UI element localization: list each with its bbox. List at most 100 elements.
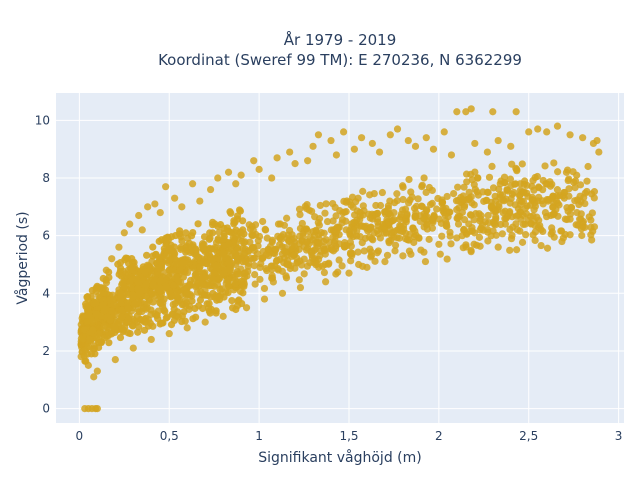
data-point: [286, 148, 294, 156]
data-point: [124, 305, 132, 313]
data-point: [350, 226, 358, 234]
data-point: [576, 215, 584, 223]
data-point: [141, 268, 149, 277]
data-point: [332, 270, 340, 278]
data-point: [433, 205, 441, 213]
data-point: [184, 290, 192, 299]
data-point: [242, 304, 251, 312]
data-point: [214, 262, 222, 270]
data-point: [255, 165, 263, 173]
data-point: [476, 226, 484, 234]
data-point: [314, 218, 322, 227]
data-point: [520, 180, 528, 188]
data-point: [183, 246, 191, 254]
data-point: [595, 148, 603, 156]
data-point: [226, 262, 234, 270]
data-point: [134, 328, 142, 336]
data-point: [585, 213, 593, 221]
data-point: [89, 326, 97, 334]
data-point: [283, 260, 291, 268]
data-point: [391, 247, 399, 255]
data-point: [299, 232, 307, 240]
data-point: [414, 195, 422, 203]
data-point: [466, 227, 474, 235]
data-point: [350, 218, 358, 226]
data-point: [374, 218, 382, 226]
data-point: [454, 196, 462, 205]
data-point: [215, 292, 223, 301]
data-point: [530, 206, 538, 214]
data-point: [350, 211, 359, 219]
data-point: [485, 219, 493, 227]
data-point: [206, 185, 215, 194]
data-point: [482, 196, 490, 205]
data-point: [531, 221, 539, 230]
data-point: [531, 199, 539, 207]
data-point: [160, 295, 168, 303]
data-point: [440, 128, 448, 136]
data-point: [390, 209, 398, 217]
data-point: [196, 263, 204, 271]
data-point: [340, 241, 349, 250]
data-point: [188, 297, 196, 305]
data-point: [460, 203, 468, 211]
y-tick-label: 10: [35, 113, 50, 127]
data-point: [467, 211, 475, 219]
data-point: [99, 274, 107, 283]
chart-subtitle: Koordinat (Sweref 99 TM): E 270236, N 63…: [158, 51, 522, 69]
data-point: [489, 184, 498, 192]
data-point: [189, 180, 197, 188]
data-point: [429, 214, 437, 222]
data-point: [354, 248, 362, 256]
data-point: [194, 220, 202, 228]
data-point: [342, 207, 350, 216]
data-point: [573, 208, 581, 217]
data-point: [391, 241, 400, 249]
data-point: [340, 197, 348, 205]
data-point: [290, 251, 298, 259]
data-point: [423, 225, 431, 233]
data-point: [354, 260, 363, 269]
y-tick-label: 4: [42, 286, 50, 300]
data-point: [120, 282, 128, 291]
data-point: [77, 353, 85, 361]
data-point: [338, 215, 347, 224]
data-point: [359, 187, 367, 195]
data-point: [85, 311, 93, 319]
data-point: [288, 242, 296, 250]
data-point: [160, 306, 168, 314]
data-point: [129, 322, 137, 330]
data-point: [115, 243, 123, 251]
data-point: [107, 330, 116, 338]
data-point: [117, 295, 125, 303]
data-point: [593, 136, 601, 145]
data-point: [347, 249, 355, 257]
data-point: [143, 300, 151, 308]
data-point: [309, 142, 317, 150]
data-point: [260, 284, 269, 293]
data-point: [422, 134, 430, 142]
data-point: [182, 296, 190, 304]
data-point: [564, 176, 572, 185]
data-point: [522, 231, 530, 239]
data-point: [381, 207, 390, 216]
data-point: [155, 237, 163, 245]
data-point: [484, 237, 492, 245]
data-point: [128, 255, 136, 263]
data-point: [120, 229, 128, 237]
data-point: [117, 313, 126, 322]
data-point: [79, 332, 87, 341]
data-point: [584, 162, 592, 171]
y-tick-label: 0: [42, 402, 50, 416]
data-point: [273, 154, 281, 162]
data-point: [420, 215, 428, 223]
data-point: [100, 322, 108, 330]
data-point: [438, 232, 446, 240]
data-point: [229, 234, 237, 242]
data-point: [512, 220, 520, 228]
data-point: [111, 355, 119, 364]
data-point: [548, 194, 556, 202]
data-point: [183, 324, 191, 332]
data-point: [308, 254, 317, 262]
